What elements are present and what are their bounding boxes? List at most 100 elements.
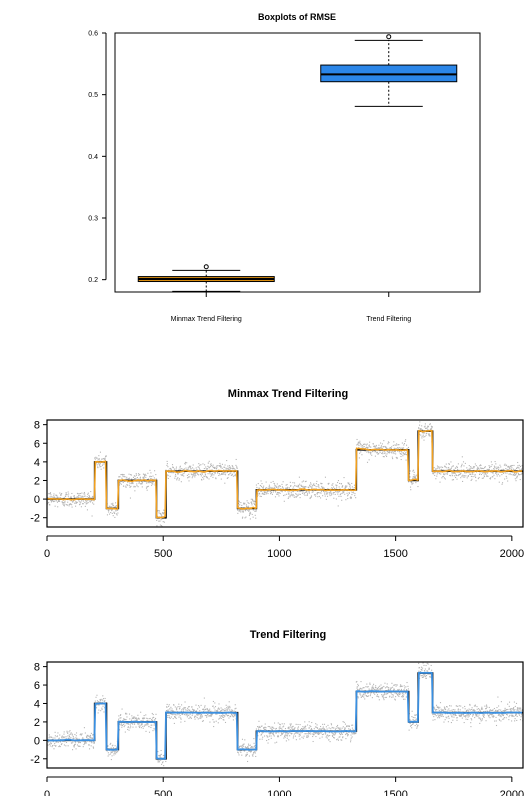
tf-point — [73, 745, 75, 747]
tf-point — [141, 722, 143, 725]
mm-point — [282, 487, 284, 489]
mm-point — [83, 493, 85, 495]
mm-point — [521, 472, 523, 474]
mm-point — [122, 475, 124, 477]
mm-point — [428, 435, 430, 437]
mm-point — [57, 500, 59, 503]
mm-point — [123, 474, 125, 476]
mm-point — [231, 467, 233, 469]
mm-point — [447, 469, 449, 471]
tf-point — [357, 697, 359, 699]
tf-point — [88, 748, 91, 750]
tf-point — [353, 733, 355, 735]
mm-point — [401, 453, 403, 455]
tf-point — [400, 690, 402, 692]
tf-point — [371, 686, 373, 688]
tf-point — [514, 718, 516, 720]
mm-point — [414, 475, 416, 477]
mm-point — [108, 511, 110, 513]
tf-point — [149, 717, 151, 719]
tf-point — [245, 754, 247, 756]
mm-point — [433, 467, 435, 469]
tf-point — [125, 718, 127, 721]
tf-point — [350, 737, 352, 739]
tf-point — [445, 706, 448, 708]
tf-point — [267, 736, 269, 738]
mm-point — [248, 509, 250, 511]
mm-point — [209, 471, 211, 473]
tf-point — [129, 727, 131, 729]
tf-point — [91, 741, 93, 743]
mm-point — [282, 488, 284, 490]
tf-point — [179, 706, 181, 708]
tf-point — [288, 726, 290, 728]
mm-point — [248, 514, 250, 517]
mm-point — [154, 484, 156, 486]
mm-point — [435, 468, 437, 470]
tf-point — [138, 723, 140, 725]
tf-point — [196, 716, 198, 719]
tf-point — [72, 749, 74, 751]
mm-point — [220, 478, 222, 480]
mm-point — [462, 476, 464, 478]
tf-point — [312, 740, 314, 743]
mm-point — [327, 483, 330, 485]
tf-point — [315, 723, 317, 725]
mm-point — [57, 497, 59, 499]
tf-point — [163, 765, 165, 767]
tf-point — [206, 715, 208, 717]
mm-point — [86, 496, 88, 498]
mm-point — [208, 478, 210, 480]
mm-point — [450, 461, 452, 463]
mm-point — [298, 493, 300, 495]
tf-point — [441, 713, 443, 715]
tf-point — [434, 714, 436, 716]
mm-point — [117, 509, 119, 511]
mm-point — [448, 463, 450, 465]
mm-point — [502, 471, 504, 473]
mm-point — [479, 472, 481, 474]
tf-point — [366, 686, 368, 688]
tf-point — [187, 709, 189, 711]
tf-point — [132, 717, 134, 719]
tf-point — [426, 670, 428, 672]
mm-point — [465, 475, 467, 477]
mm-point — [493, 465, 495, 467]
mm-point — [325, 498, 327, 500]
tf-point — [53, 744, 55, 746]
mm-point — [292, 495, 294, 497]
tf-point — [237, 752, 240, 754]
tf-point — [508, 716, 510, 718]
mm-point — [242, 516, 244, 518]
mm-point — [484, 466, 486, 468]
mm-point — [468, 472, 470, 474]
tf-point — [242, 745, 244, 747]
tf-point — [275, 727, 277, 730]
mm-point — [376, 447, 378, 450]
tf-point — [458, 705, 460, 707]
mm-point — [349, 486, 351, 488]
tf-point — [151, 712, 153, 715]
mm-point — [448, 462, 450, 465]
mm-point — [148, 478, 150, 480]
tf-point — [63, 731, 65, 733]
tf-point — [83, 727, 85, 729]
mm-point — [430, 428, 432, 430]
tf-point — [70, 732, 72, 734]
tf-point — [513, 715, 515, 717]
mm-point — [518, 474, 521, 476]
tf-point — [260, 733, 263, 735]
mm-point — [363, 443, 365, 445]
tf-point — [184, 714, 186, 716]
mm-point — [395, 447, 397, 450]
mm-point — [314, 494, 316, 496]
mm-point — [130, 474, 132, 476]
mm-point — [278, 495, 280, 497]
tf-point — [396, 684, 398, 686]
tf-x-tick-label: 1500 — [383, 789, 407, 796]
tf-point — [90, 736, 92, 739]
tf-point — [223, 716, 225, 719]
tf-point — [442, 710, 445, 712]
tf-point — [392, 696, 394, 698]
tf-point — [59, 746, 61, 748]
